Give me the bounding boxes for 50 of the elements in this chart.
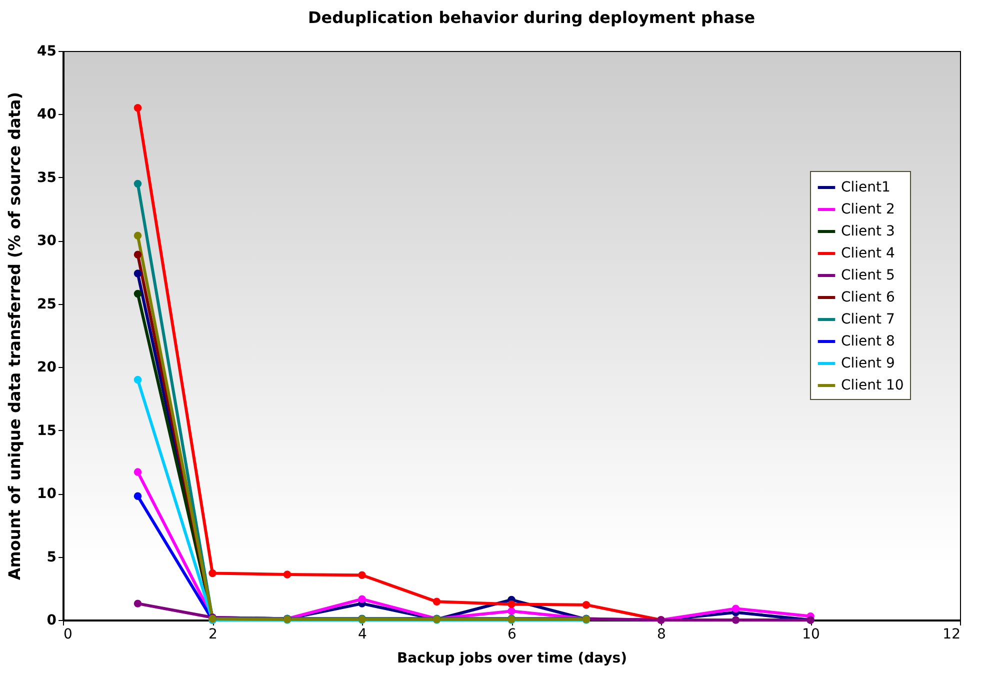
y-tick-label: 25: [37, 296, 56, 312]
legend-label: Client1: [841, 180, 890, 196]
point: [283, 570, 292, 578]
y-tick-label: 35: [37, 170, 56, 186]
point: [732, 604, 740, 612]
x-tick-label: 4: [358, 626, 368, 642]
legend-label: Client 7: [841, 312, 895, 328]
legend-label: Client 10: [841, 378, 904, 394]
point: [508, 600, 516, 608]
y-tick-label: 40: [37, 106, 57, 123]
point: [208, 569, 216, 578]
y-tick-label: 0: [46, 612, 57, 628]
point: [134, 270, 142, 278]
legend-label: Client 5: [841, 268, 895, 284]
y-tick-label: 10: [37, 486, 57, 502]
x-tick-label: 6: [508, 626, 517, 642]
point: [134, 468, 142, 476]
legend-label: Client 3: [841, 224, 895, 240]
y-axis-title: Amount of unique data transferred (% of source data): [5, 92, 24, 580]
legend-label: Client 9: [841, 356, 895, 372]
point: [134, 232, 142, 240]
legend-label: Client 6: [841, 290, 895, 306]
point: [134, 376, 142, 384]
x-tick-label: 12: [942, 626, 960, 642]
x-tick-label: 10: [802, 626, 820, 642]
y-tick-label: 20: [37, 360, 57, 376]
y-tick-label: 5: [46, 549, 56, 566]
point: [134, 492, 142, 500]
point: [732, 616, 740, 624]
point: [582, 600, 590, 609]
y-tick-label: 45: [37, 44, 56, 60]
point: [134, 180, 142, 188]
y-tick-label: 15: [37, 422, 56, 439]
point: [134, 600, 142, 608]
point: [134, 290, 142, 298]
point: [432, 598, 441, 606]
point: [358, 595, 366, 603]
y-tick-label: 30: [37, 233, 57, 250]
point: [134, 250, 142, 258]
x-tick-label: 2: [208, 626, 218, 642]
legend-label: Client 8: [841, 334, 895, 350]
legend-label: Client 2: [841, 202, 895, 218]
x-tick-label: 8: [657, 626, 666, 642]
x-axis-title: Backup jobs over time (days): [397, 650, 627, 666]
x-tick-label: 0: [64, 626, 72, 642]
point: [508, 607, 516, 616]
chart-title: Deduplication behavior during deployment phase: [308, 8, 756, 27]
point: [358, 571, 366, 579]
legend-label: Client 4: [841, 246, 895, 262]
point: [134, 104, 142, 112]
